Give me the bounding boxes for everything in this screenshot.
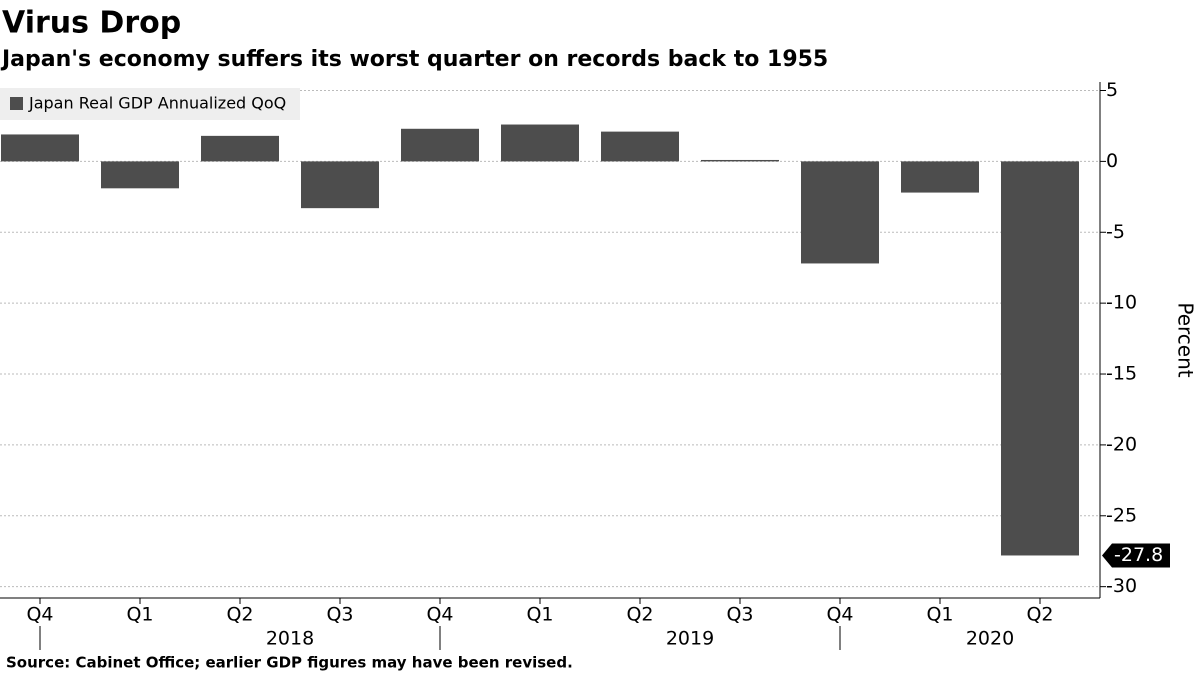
bar [401, 128, 479, 162]
y-tick-label: -30 [1106, 575, 1137, 597]
chart-subtitle: Japan's economy suffers its worst quarte… [0, 47, 828, 72]
y-tick-label: -10 [1106, 292, 1137, 314]
year-label: 2019 [666, 628, 714, 650]
x-tick-label: Q1 [126, 604, 153, 626]
y-axis-label: Percent [1174, 302, 1198, 377]
x-tick-label: Q3 [326, 604, 353, 626]
bar [901, 161, 979, 193]
x-tick-label: Q1 [926, 604, 953, 626]
bar [101, 161, 179, 189]
bar [801, 161, 879, 264]
source-note: Source: Cabinet Office; earlier GDP figu… [6, 654, 573, 672]
legend-label: Japan Real GDP Annualized QoQ [28, 94, 286, 113]
bar [201, 135, 279, 162]
y-tick-label: -5 [1106, 221, 1125, 243]
y-tick-label: 5 [1106, 79, 1118, 101]
x-tick-label: Q2 [626, 604, 653, 626]
bar [501, 124, 579, 162]
y-tick-label: 0 [1106, 150, 1118, 172]
x-tick-label: Q2 [1026, 604, 1053, 626]
bar [301, 161, 379, 209]
year-label: 2018 [266, 628, 314, 650]
x-tick-label: Q4 [826, 604, 853, 626]
legend-swatch [10, 97, 23, 110]
bar [701, 159, 779, 162]
year-label: 2020 [966, 628, 1014, 650]
bar [1, 134, 79, 162]
y-tick-label: -20 [1106, 433, 1137, 455]
x-tick-label: Q2 [226, 604, 253, 626]
chart-title: Virus Drop [2, 6, 181, 41]
y-tick-label: -15 [1106, 363, 1137, 385]
legend-box [0, 88, 300, 120]
x-tick-label: Q1 [526, 604, 553, 626]
x-tick-label: Q4 [26, 604, 53, 626]
y-tick-label: -25 [1106, 504, 1137, 526]
bar [1001, 161, 1079, 556]
x-tick-label: Q4 [426, 604, 453, 626]
value-callout [1102, 543, 1170, 568]
bar [601, 131, 679, 162]
value-label: -27.8 [1114, 544, 1163, 566]
x-tick-label: Q3 [726, 604, 753, 626]
